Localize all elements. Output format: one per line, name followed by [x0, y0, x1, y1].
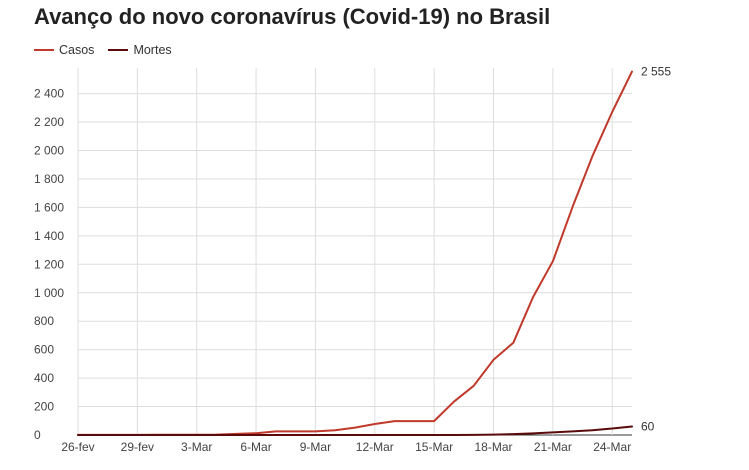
data-point-casos	[433, 419, 436, 422]
y-tick-label: 400	[34, 371, 54, 385]
data-point-mortes	[116, 433, 119, 436]
x-tick-label: 15-Mar	[415, 440, 453, 454]
data-point-casos	[571, 205, 574, 208]
y-tick-label: 800	[34, 314, 54, 328]
data-point-mortes	[433, 433, 436, 436]
y-tick-label: 1 400	[34, 229, 64, 243]
end-label-mortes: 60	[641, 419, 655, 433]
y-tick-label: 1 800	[34, 172, 64, 186]
legend-item-casos[interactable]: Casos	[34, 43, 94, 57]
data-point-mortes	[314, 433, 317, 436]
legend-label-casos: Casos	[59, 43, 95, 57]
data-point-casos	[393, 419, 396, 422]
data-point-casos	[591, 155, 594, 158]
x-tick-label: 21-Mar	[534, 440, 572, 454]
data-point-mortes	[215, 433, 218, 436]
data-point-mortes	[195, 433, 198, 436]
y-tick-label: 2 400	[34, 87, 64, 101]
data-point-casos	[274, 430, 277, 433]
data-point-mortes	[393, 433, 396, 436]
legend-item-mortes[interactable]: Mortes	[108, 43, 172, 57]
series-line-mortes	[77, 425, 633, 436]
data-point-casos	[551, 260, 554, 263]
data-point-casos	[611, 110, 614, 113]
y-tick-label: 2 000	[34, 144, 64, 158]
chart-legend: Casos Mortes	[34, 43, 186, 57]
y-tick-label: 0	[34, 428, 41, 442]
data-point-casos	[531, 295, 534, 298]
data-point-mortes	[492, 433, 495, 436]
x-tick-label: 9-Mar	[300, 440, 331, 454]
x-tick-label: 26-fev	[61, 440, 94, 454]
data-point-mortes	[274, 433, 277, 436]
data-point-casos	[472, 384, 475, 387]
x-tick-label: 18-Mar	[474, 440, 512, 454]
data-point-casos	[512, 341, 515, 344]
data-point-mortes	[254, 433, 257, 436]
data-point-mortes	[571, 430, 574, 433]
y-tick-label: 2 200	[34, 115, 64, 129]
data-point-mortes	[353, 433, 356, 436]
data-point-mortes	[512, 433, 515, 436]
legend-swatch-casos	[34, 49, 54, 51]
y-tick-label: 1 000	[34, 286, 64, 300]
x-tick-label: 24-Mar	[593, 440, 631, 454]
data-point-mortes	[136, 433, 139, 436]
data-point-mortes	[611, 427, 614, 430]
y-tick-label: 600	[34, 343, 54, 357]
data-point-mortes	[96, 433, 99, 436]
legend-label-mortes: Mortes	[133, 43, 172, 57]
data-point-mortes	[334, 433, 337, 436]
chart-title: Avanço do novo coronavírus (Covid-19) no…	[34, 4, 551, 29]
data-point-mortes	[531, 432, 534, 435]
data-point-mortes	[472, 433, 475, 436]
data-point-casos	[452, 400, 455, 403]
data-point-mortes	[413, 433, 416, 436]
data-point-mortes	[156, 433, 159, 436]
x-tick-label: 3-Mar	[181, 440, 212, 454]
data-point-casos	[373, 422, 376, 425]
x-tick-label: 29-fev	[121, 440, 154, 454]
data-point-casos	[314, 430, 317, 433]
y-tick-label: 1 200	[34, 257, 64, 271]
end-label-casos: 2 555	[641, 65, 671, 79]
data-point-mortes	[551, 431, 554, 434]
legend-swatch-mortes	[108, 49, 129, 51]
x-tick-label: 12-Mar	[356, 440, 394, 454]
data-point-mortes	[175, 433, 178, 436]
data-point-casos	[294, 430, 297, 433]
data-point-mortes	[630, 425, 633, 428]
data-point-mortes	[373, 433, 376, 436]
y-tick-label: 200	[34, 400, 54, 414]
data-point-casos	[630, 70, 633, 73]
data-point-casos	[413, 419, 416, 422]
x-tick-label: 6-Mar	[240, 440, 271, 454]
data-point-mortes	[591, 429, 594, 432]
data-point-mortes	[294, 433, 297, 436]
data-point-mortes	[76, 433, 79, 436]
series-line-casos	[77, 70, 633, 436]
y-tick-label: 1 600	[34, 200, 64, 214]
data-point-casos	[492, 358, 495, 361]
data-point-mortes	[452, 433, 455, 436]
data-point-casos	[353, 426, 356, 429]
data-point-mortes	[235, 433, 238, 436]
data-point-casos	[334, 429, 337, 432]
